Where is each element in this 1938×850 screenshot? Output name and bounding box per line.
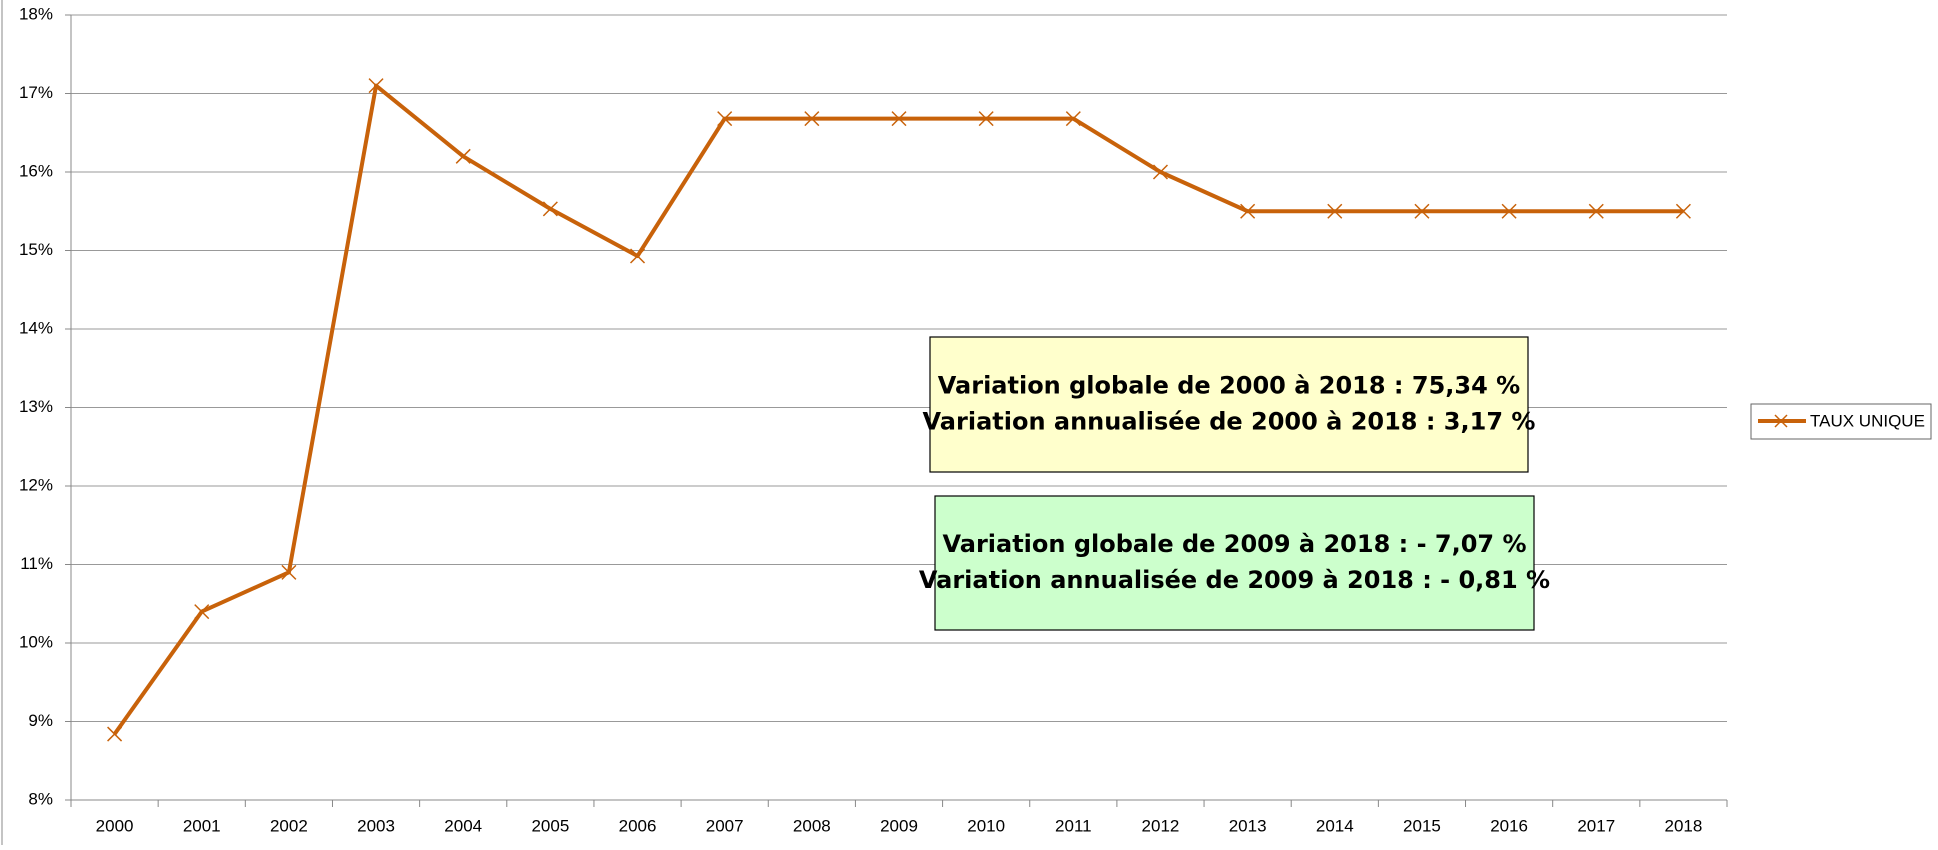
point-marker <box>194 604 210 620</box>
point-marker <box>1414 203 1430 219</box>
y-tick-label: 15% <box>19 240 53 259</box>
x-tick-label: 2015 <box>1403 816 1441 835</box>
y-tick-label: 9% <box>28 711 53 730</box>
y-tick-label: 11% <box>20 554 53 573</box>
x-tick-label: 2007 <box>706 816 744 835</box>
point-marker <box>629 248 646 264</box>
point-marker <box>542 201 558 217</box>
annotation-text: Variation globale de 2009 à 2018 : - 7,0… <box>942 530 1526 558</box>
point-marker <box>281 564 297 580</box>
point-marker <box>1240 203 1256 219</box>
legend-marker <box>1774 414 1788 428</box>
x-tick-label: 2018 <box>1665 816 1703 835</box>
x-tick-label: 2013 <box>1229 816 1267 835</box>
x-tick-label: 2002 <box>270 816 308 835</box>
legend-label: TAUX UNIQUE <box>1810 411 1925 430</box>
annotation-text: Variation globale de 2000 à 2018 : 75,34… <box>938 372 1520 400</box>
x-tick-label: 2000 <box>96 816 134 835</box>
y-tick-label: 17% <box>19 83 53 102</box>
y-tick-label: 16% <box>19 161 53 180</box>
point-marker <box>1588 203 1604 219</box>
x-tick-label: 2005 <box>531 816 569 835</box>
x-tick-label: 2004 <box>444 816 482 835</box>
point-marker <box>804 111 820 127</box>
y-tick-label: 8% <box>28 789 53 808</box>
point-marker <box>717 111 733 127</box>
x-tick-label: 2012 <box>1142 816 1180 835</box>
x-tick-label: 2008 <box>793 816 831 835</box>
point-marker <box>1152 164 1169 180</box>
y-tick-label: 10% <box>19 632 53 651</box>
y-tick-label: 14% <box>19 318 53 337</box>
x-tick-label: 2009 <box>880 816 918 835</box>
point-marker <box>1327 203 1343 219</box>
annotation-text: Variation annualisée de 2000 à 2018 : 3,… <box>923 408 1536 436</box>
point-marker <box>978 111 994 127</box>
point-marker <box>1065 111 1081 127</box>
y-tick-label: 18% <box>19 4 53 23</box>
x-tick-label: 2011 <box>1055 816 1092 835</box>
y-tick-label: 13% <box>19 397 53 416</box>
point-marker <box>891 111 907 127</box>
x-tick-label: 2017 <box>1577 816 1615 835</box>
x-tick-label: 2001 <box>183 816 221 835</box>
point-marker <box>1501 203 1517 219</box>
x-tick-label: 2010 <box>967 816 1005 835</box>
annotation-box <box>934 495 1535 631</box>
annotation-text: Variation annualisée de 2009 à 2018 : - … <box>919 566 1550 594</box>
x-tick-label: 2003 <box>357 816 395 835</box>
x-tick-label: 2014 <box>1316 816 1354 835</box>
x-tick-label: 2006 <box>619 816 657 835</box>
y-tick-label: 12% <box>19 475 53 494</box>
point-marker <box>1675 203 1691 219</box>
point-marker <box>455 148 471 164</box>
x-tick-label: 2016 <box>1490 816 1528 835</box>
point-marker <box>368 78 384 94</box>
annotation-box <box>929 336 1529 473</box>
point-marker <box>107 726 123 742</box>
